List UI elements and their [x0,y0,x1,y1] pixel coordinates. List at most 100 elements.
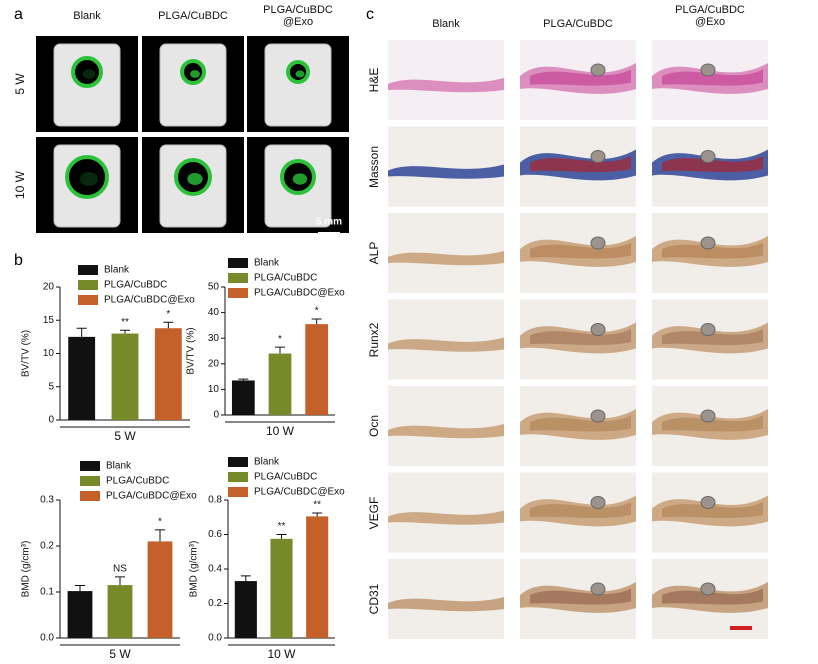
y-axis-label: BV/TV (%) [21,330,32,377]
legend-swatch [78,280,98,290]
bar [231,380,255,415]
significance: ** [278,521,286,532]
new-bone [190,70,200,78]
y-axis-label: BMD (g/cm³) [189,541,200,598]
significance: ** [313,500,321,511]
y-tick-label: 40 [208,307,220,318]
material [700,409,716,423]
bar [107,585,133,638]
x-axis-label: 10 W [267,647,296,661]
panel-label: b [14,252,23,269]
y-tick-label: 50 [208,282,220,293]
legend-label: PLGA/CuBDC [106,476,169,487]
bar [306,516,329,638]
legend-label: PLGA/CuBDC@Exo [106,491,197,502]
y-tick-label: 30 [208,333,220,344]
y-axis-label: BV/TV (%) [186,327,197,374]
tissue-dense [662,329,763,345]
error-bar [240,575,251,582]
tissue-dense [530,156,631,172]
legend-label: PLGA/CuBDC@Exo [254,487,345,498]
column-header: PLGA/CuBDC [543,18,613,30]
bar [68,336,96,420]
error-bar [311,318,322,325]
tissue-dense [530,242,631,259]
material [590,496,606,509]
histology-image [388,299,504,380]
error-bar [75,585,85,592]
material [700,150,716,163]
legend-swatch [228,273,248,283]
y-tick-label: 15 [43,315,55,326]
tissue-dense [530,415,631,432]
tissue [388,251,504,266]
row-label: Ocn [367,414,381,438]
tissue [388,337,504,352]
x-axis-label: 5 W [109,647,131,661]
significance: ** [121,317,129,328]
error-bar [163,321,174,329]
bar [147,541,173,638]
row-label: ALP [367,241,381,265]
histology-image [388,559,504,639]
tissue-dense [530,329,631,345]
new-bone [187,173,203,185]
scale-bar-label: 5 mm [316,217,342,228]
row-label: Masson [367,145,381,188]
significance: * [166,309,170,320]
bar [67,591,93,638]
scaffold [264,43,332,127]
legend-swatch [80,491,100,501]
error-bar [76,327,87,337]
significance: NS [113,563,127,574]
legend-label: PLGA/CuBDC [254,472,317,483]
tissue-dense [662,502,763,518]
bar [154,328,182,420]
legend-swatch [78,295,98,305]
y-tick-label: 0.8 [208,495,222,506]
y-tick-label: 0.3 [40,495,54,506]
y-tick-label: 0 [48,415,54,426]
material [590,323,606,336]
tissue-dense [662,588,763,605]
tissue-dense [530,69,631,86]
histology-image [388,472,504,553]
new-bone [295,70,305,78]
legend-label: Blank [254,457,280,468]
y-tick-label: 10 [43,348,55,359]
legend-swatch [228,487,248,497]
error-bar [238,378,249,381]
material [700,63,716,77]
row-label: CD31 [367,583,381,615]
column-header: Blank [432,18,460,30]
column-header: PLGA/CuBDC @Exo [263,4,333,28]
legend-label: Blank [106,461,132,472]
material [700,323,716,336]
legend-swatch [78,265,98,275]
material [590,409,606,423]
significance: * [315,306,319,317]
x-axis-label: 5 W [114,429,136,443]
column-header: Blank [73,10,101,22]
tissue-dense [530,588,631,605]
bar [111,333,139,420]
panel-label: c [366,6,374,23]
y-tick-label: 0.0 [208,633,222,644]
panel-label: a [14,6,23,23]
significance: * [158,517,162,528]
tissue [388,597,504,612]
defect-ring [65,155,109,199]
tissue-dense [530,502,631,518]
y-tick-label: 0.6 [208,529,222,540]
material [590,150,606,163]
defect-ring [71,56,103,88]
y-tick-label: 0.2 [40,541,54,552]
bar [268,353,292,415]
legend-label: PLGA/CuBDC [254,273,317,284]
tissue [388,424,504,439]
tissue [388,164,504,179]
y-tick-label: 0 [213,410,219,421]
material [700,582,716,596]
error-bar [312,512,323,517]
